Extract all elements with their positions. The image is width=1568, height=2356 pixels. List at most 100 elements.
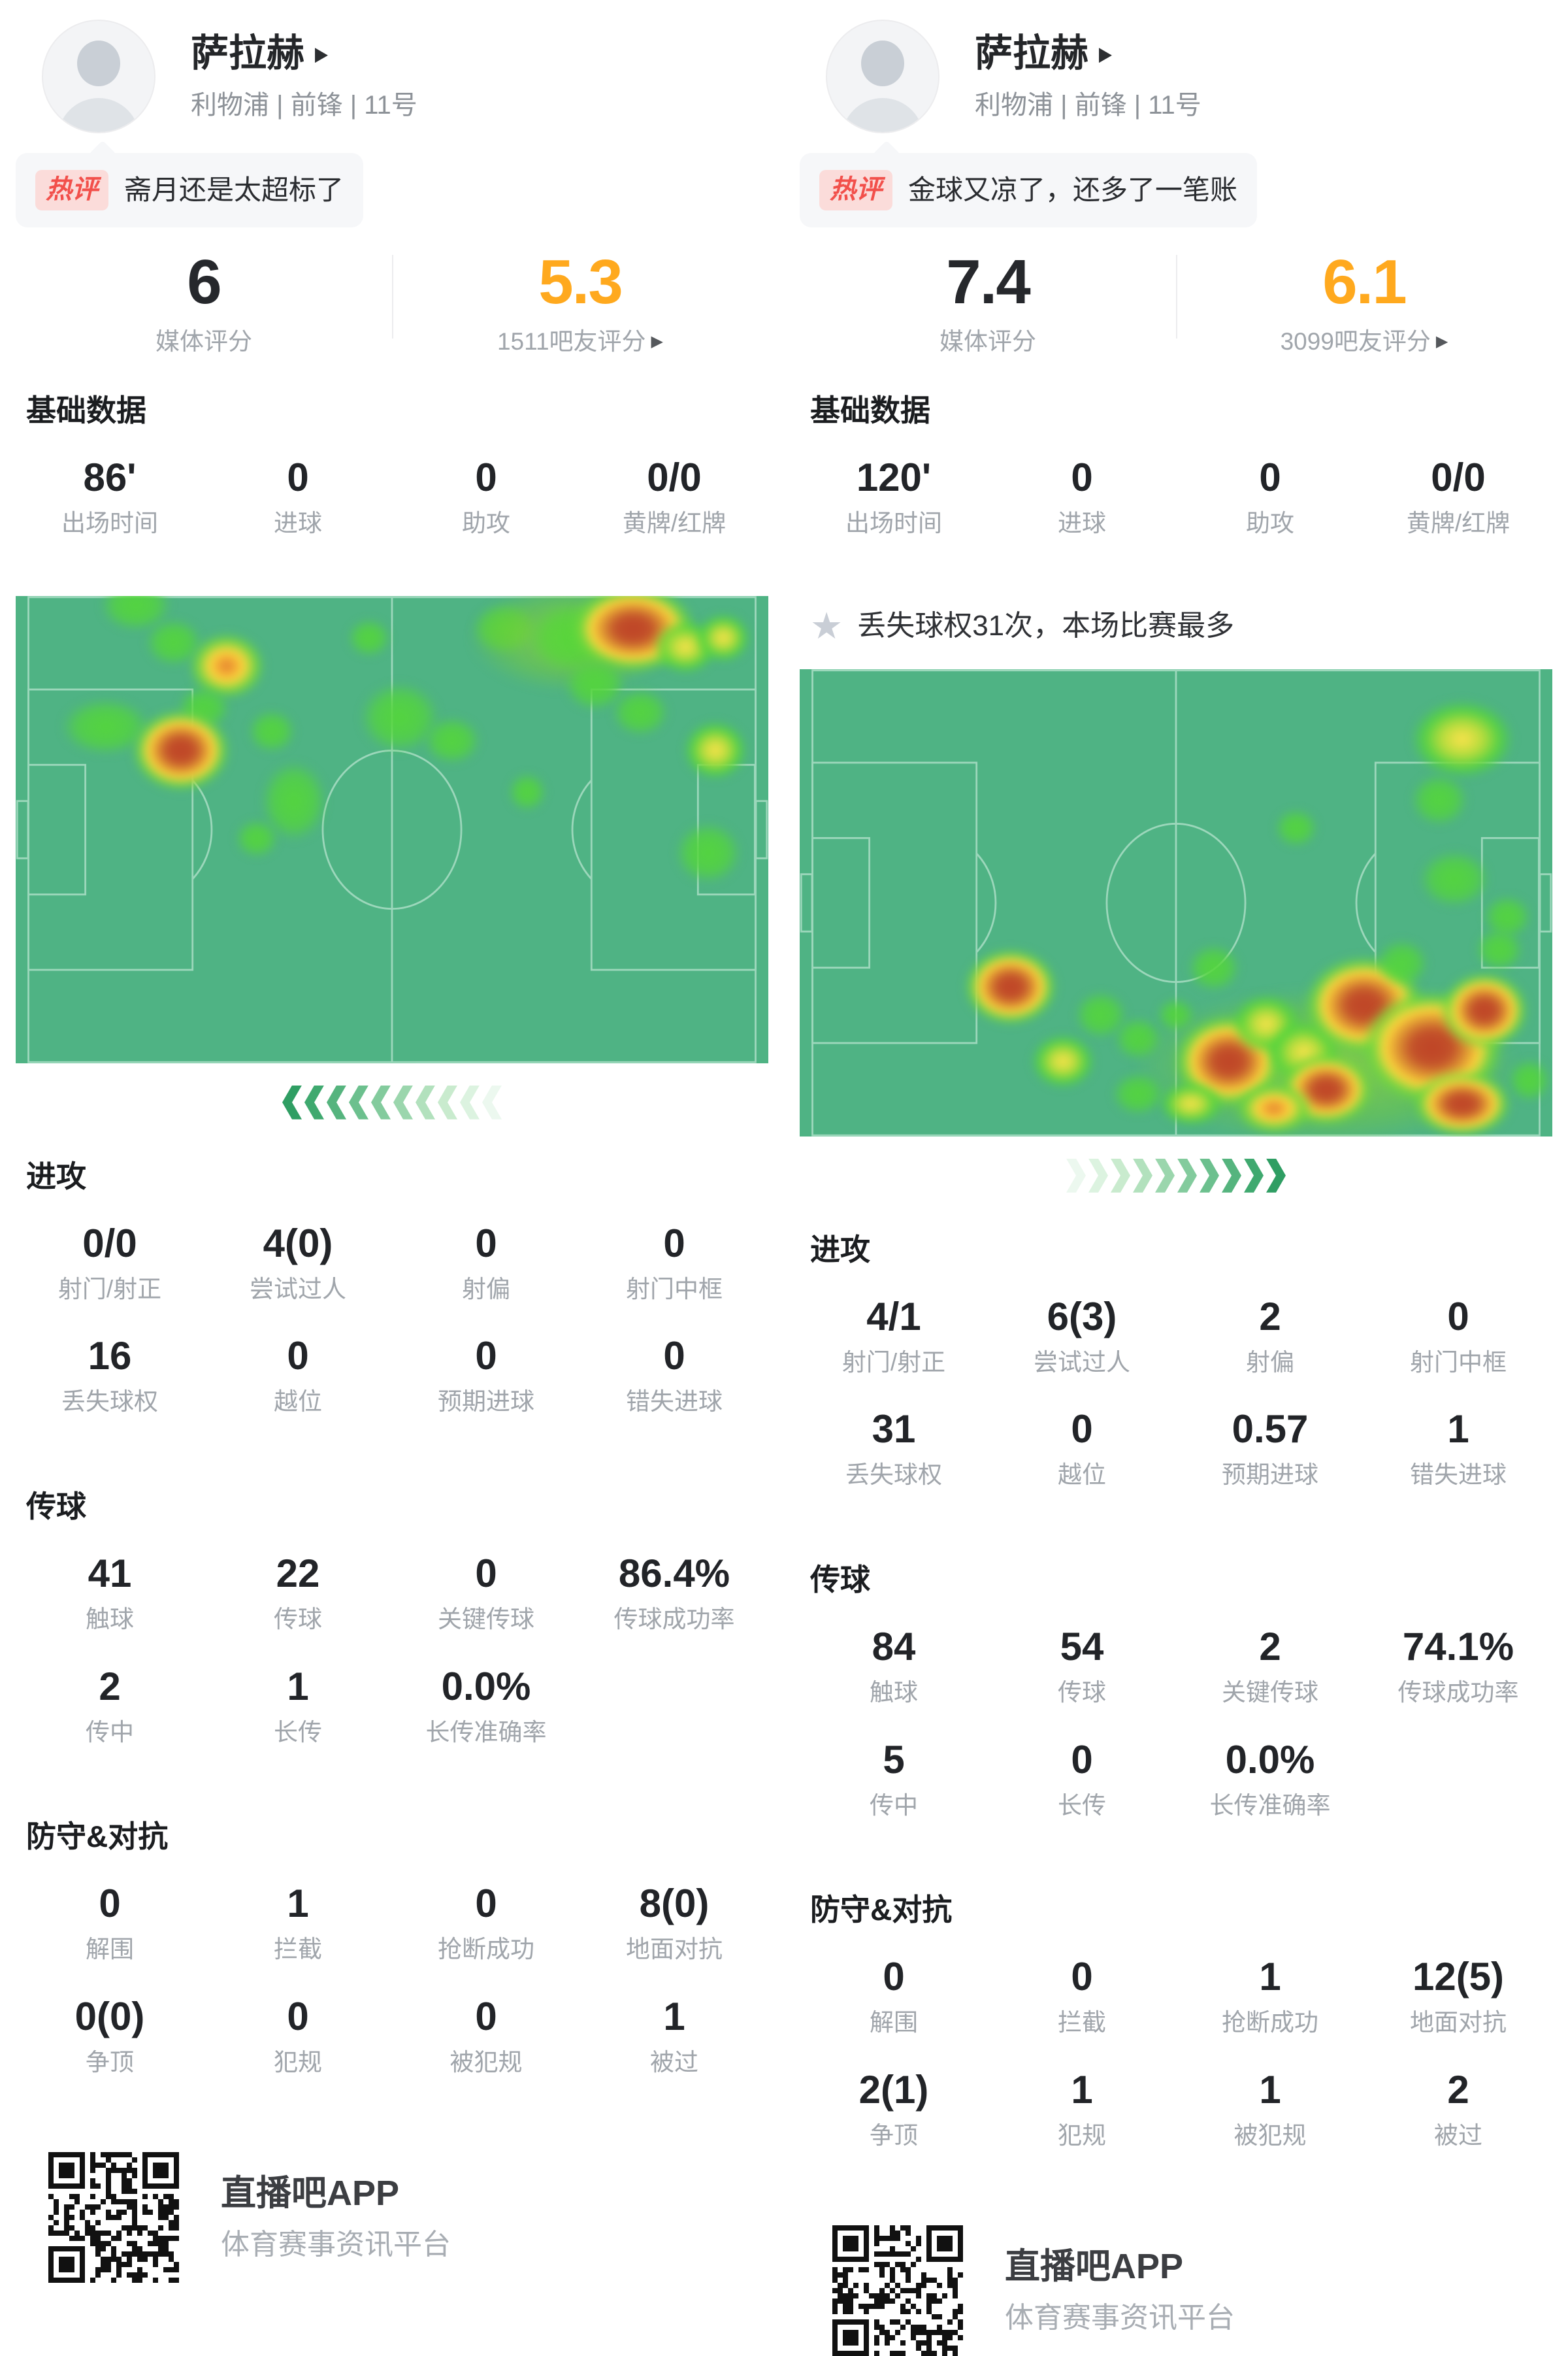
stat-label: 丢失球权 (61, 1388, 158, 1416)
passing-stats-row2: 5 传中 0 长传 0.0% 长传准确率 (800, 1740, 1552, 1853)
stat-cell: 86' 出场时间 (16, 458, 204, 537)
star-icon: ★ (810, 605, 843, 646)
player-name-row[interactable]: 萨拉赫 ▶ (191, 35, 417, 73)
attack-stats-row1: 4/1 射门/射正 6(3) 尝试过人 2 射偏 0 射门中框 (800, 1297, 1552, 1410)
heat-spot (1102, 1065, 1175, 1124)
chevron-arrow-icon (393, 1085, 413, 1120)
section-title-basic: 基础数据 (810, 393, 930, 427)
section-title-basic: 基础数据 (26, 393, 146, 427)
media-rating-label: 媒体评分 (16, 329, 392, 354)
chevron-arrow-icon (349, 1085, 368, 1120)
chevron-arrow-icon (1244, 1158, 1264, 1193)
avatar (42, 20, 155, 133)
stat-label: 被过 (650, 2049, 698, 2076)
fan-rating-label[interactable]: 1511吧友评分 ▶ (392, 329, 768, 354)
stat-value: 0 (287, 1995, 309, 2039)
stat-value: 1 (1447, 1407, 1469, 1452)
stat-cell: 5 传中 (800, 1740, 988, 1819)
attack-stats-row2: 16 丢失球权 0 越位 0 预期进球 0 错失进球 (16, 1336, 768, 1450)
stat-value: 0 (475, 1221, 497, 1265)
stat-label: 尝试过人 (1034, 1348, 1130, 1376)
stat-cell: 12(5) 地面对抗 (1364, 1957, 1552, 2036)
stat-label: 犯规 (274, 2049, 322, 2076)
stat-cell: 0(0) 争顶 (16, 1997, 204, 2076)
chevron-right-icon: ▶ (315, 42, 329, 65)
stat-label: 尝试过人 (250, 1275, 346, 1302)
hot-comment-text: 金球又凉了，还多了一笔账 (908, 174, 1238, 205)
qr-code (832, 2225, 963, 2356)
stat-value: 0 (883, 1955, 905, 1999)
section-title-attack: 进攻 (26, 1159, 86, 1193)
stat-label: 射门/射正 (841, 1348, 946, 1376)
stat-label: 被犯规 (449, 2049, 523, 2076)
stat-value: 0 (475, 456, 497, 499)
stat-cell: 6(3) 尝试过人 (988, 1297, 1176, 1376)
heat-spot (662, 810, 754, 895)
stat-value: 0 (1071, 1737, 1093, 1782)
media-rating-label-text: 媒体评分 (155, 328, 252, 355)
media-rating: 7.4 媒体评分 (800, 251, 1176, 354)
stat-cell: 0 犯规 (204, 1997, 392, 2076)
stat-label: 射门/射正 (57, 1275, 162, 1302)
stat-cell: 4/1 射门/射正 (800, 1297, 988, 1376)
stat-value: 74.1% (1402, 1625, 1514, 1669)
heat-spot (340, 612, 399, 665)
section-title-defense: 防守&对抗 (810, 1893, 953, 1927)
stat-cell: 0 射门中框 (580, 1223, 768, 1303)
fan-rating[interactable]: 6.1 3099吧友评分 ▶ (1176, 251, 1552, 354)
stat-value: 0/0 (1431, 456, 1486, 499)
stat-value: 0 (475, 1882, 497, 1926)
heat-spot (1400, 763, 1479, 836)
media-rating-value: 6 (187, 247, 221, 317)
stat-value: 0.0% (441, 1664, 531, 1708)
qr-code (48, 2151, 179, 2283)
stat-cell: 31 丢失球权 (800, 1410, 988, 1489)
stat-label: 射偏 (1246, 1348, 1294, 1376)
stat-label: 触球 (86, 1606, 134, 1633)
fan-rating[interactable]: 5.3 1511吧友评分 ▶ (392, 251, 768, 354)
stat-value: 0.57 (1232, 1407, 1309, 1452)
fan-rating-label[interactable]: 3099吧友评分 ▶ (1176, 329, 1552, 354)
heat-spot (1365, 931, 1438, 997)
stat-cell: 0 射偏 (392, 1221, 580, 1303)
highlight-banner: ★ 丢失球权31次，本场比赛最多 (810, 605, 1552, 646)
stat-value: 86.4% (618, 1551, 730, 1596)
basic-stats-grid: 86' 出场时间 0 进球 0 助攻 0/0 黄牌/红牌 (16, 458, 768, 571)
section-title-passing: 传球 (810, 1563, 870, 1597)
passing-stats-row1: 41 触球 22 传球 0 关键传球 86.4% 传球成功率 (16, 1554, 768, 1667)
stat-label: 预期进球 (438, 1388, 534, 1416)
stat-label: 助攻 (462, 510, 510, 537)
stat-cell: 0.0% 长传准确率 (1176, 1740, 1364, 1819)
heat-spot (501, 765, 554, 818)
stat-value: 41 (88, 1551, 132, 1596)
player-header-text: 萨拉赫 ▶ 利物浦 | 前锋 | 11号 (191, 35, 417, 119)
chevron-right-icon: ▶ (651, 332, 664, 350)
chevron-arrow-icon (1155, 1158, 1175, 1193)
stat-cell: 0 越位 (988, 1410, 1176, 1489)
stat-cell: 0/0 黄牌/红牌 (1364, 458, 1552, 537)
heat-spot (955, 940, 1066, 1033)
defense-stats-row1: 0 解围 1 拦截 0 抢断成功 8(0) 地面对抗 (16, 1884, 768, 1997)
stat-value: 0 (475, 1334, 497, 1378)
section-title-attack: 进攻 (810, 1232, 870, 1267)
chevron-arrow-icon (460, 1085, 480, 1120)
stat-label: 进球 (1058, 510, 1106, 537)
media-rating-value: 7.4 (946, 247, 1030, 317)
stat-label: 传中 (870, 1791, 918, 1819)
stat-value: 5 (883, 1737, 905, 1782)
stat-label: 争顶 (86, 2049, 134, 2076)
stat-cell: 0 长传 (988, 1740, 1176, 1819)
stat-value: 31 (872, 1407, 916, 1452)
stat-label: 关键传球 (1222, 1679, 1318, 1706)
fan-rating-value: 5.3 (538, 247, 623, 317)
stat-label: 拦截 (274, 1936, 322, 1963)
stat-value: 0 (475, 1551, 497, 1596)
stat-value: 0 (99, 1882, 121, 1926)
heat-spot (1021, 1025, 1106, 1098)
player-name-row[interactable]: 萨拉赫 ▶ (975, 35, 1201, 73)
panel-right: 萨拉赫 ▶ 利物浦 | 前锋 | 11号 热评 金球又凉了，还多了一笔账 7.4… (784, 0, 1568, 2356)
stat-label: 触球 (870, 1679, 918, 1706)
stat-cell: 0 越位 (204, 1336, 392, 1416)
direction-chevrons-left (16, 1085, 768, 1120)
stat-value: 4(0) (263, 1221, 333, 1265)
